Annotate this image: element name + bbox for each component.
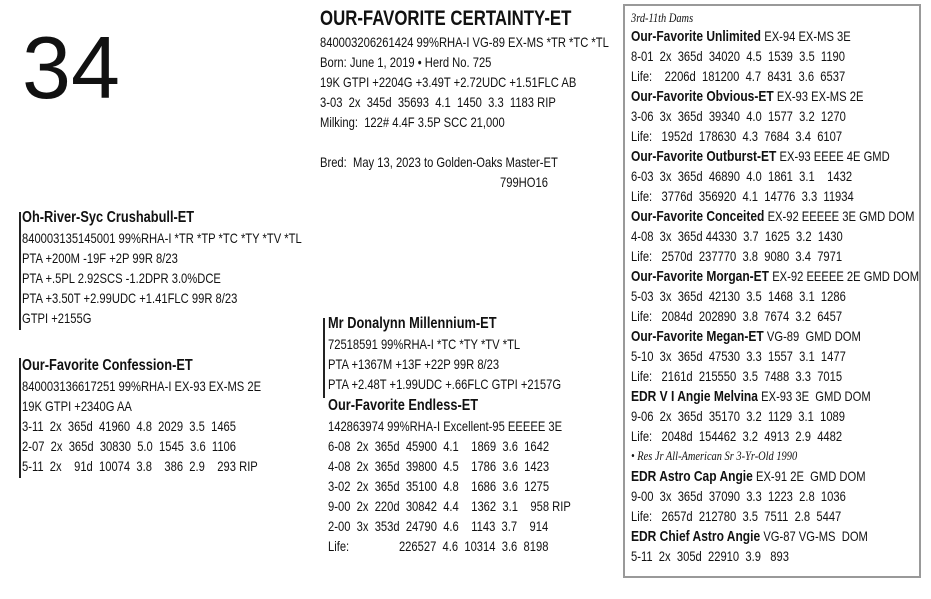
pedigree-bar — [19, 212, 21, 330]
animal-name: Oh-River-Syc Crushabull-ET — [22, 209, 195, 226]
dam-info: EX-94 EX-MS 3E — [764, 28, 851, 44]
dam-info: VG-89 GMD DOM — [766, 328, 861, 344]
info-line: 4-08 2x 365d 39800 4.5 1786 3.6 1423 — [328, 458, 550, 474]
dam-record: 3-06 3x 365d 39340 4.0 1577 3.2 1270 — [631, 108, 846, 124]
lot-number: 34 — [22, 18, 120, 117]
dam-record: 6-03 3x 365d 46890 4.0 1861 3.1 1432 — [631, 168, 853, 184]
info-line: 19K GTPI +2204G +3.49T +2.72UDC +1.51FLC… — [320, 74, 577, 90]
sire: Oh-River-Syc Crushabull-ET 84000313514500… — [22, 208, 302, 328]
dam-record: 8-01 2x 365d 34020 4.5 1539 3.5 1190 — [631, 48, 846, 64]
dam-header: Our-Favorite Outburst-ET EX-93 EEEE 4E GM… — [631, 146, 919, 166]
info-line: 2-07 2x 365d 30830 5.0 1545 3.6 1106 — [22, 438, 237, 454]
dam-info: EX-92 EEEEE 2E GMD DOM — [772, 268, 920, 284]
info-line: Life: 226527 4.6 10314 3.6 8198 — [328, 538, 549, 554]
box-title: 3rd-11th Dams — [631, 10, 694, 25]
info-line: PTA +3.50T +2.99UDC +1.41FLC 99R 8/23 — [22, 290, 238, 306]
dam-name: Our-Favorite Megan-ET — [631, 328, 764, 345]
info-line: 6-08 2x 365d 45900 4.1 1869 3.6 1642 — [328, 438, 550, 454]
animal-name: Mr Donalynn Millennium-ET — [328, 315, 497, 332]
dam-life: Life: 2657d 212780 3.5 7511 2.8 5447 — [631, 508, 842, 524]
animal-name: Our-Favorite Endless-ET — [328, 397, 479, 414]
info-line: 840003206261424 99%RHA-I VG-89 EX-MS *TR… — [320, 34, 609, 50]
info-line: Milking: 122# 4.4F 3.5P SCC 21,000 — [320, 114, 505, 130]
dam-life: Life: 2048d 154462 3.2 4913 2.9 4482 — [631, 428, 843, 444]
dam: Our-Favorite Confession-ET 84000313661725… — [22, 356, 261, 476]
dam-header: EDR Chief Astro Angie VG-87 VG-MS DOM — [631, 526, 919, 546]
dams-list: 3rd-11th Dams Our-Favorite Unlimited EX-94… — [631, 9, 919, 566]
dam-info: EX-93 3E GMD DOM — [761, 388, 871, 404]
animal-name: Our-Favorite Confession-ET — [22, 357, 193, 374]
dam-header: Our-Favorite Unlimited EX-94 EX-MS 3E — [631, 26, 919, 46]
dam-record: 9-06 2x 365d 35170 3.2 1129 3.1 1089 — [631, 408, 846, 424]
dam-info: VG-87 VG-MS DOM — [763, 528, 868, 544]
dam-name: Our-Favorite Morgan-ET — [631, 268, 770, 285]
info-line: GTPI +2155G — [22, 310, 92, 326]
bred-code: 799HO16 — [500, 174, 548, 190]
dam-info: EX-91 2E GMD DOM — [755, 468, 866, 484]
info-line: 9-00 2x 220d 30842 4.4 1362 3.1 958 RIP — [328, 498, 571, 514]
dam-info: EX-92 EEEEE 3E GMD DOM — [767, 208, 915, 224]
info-line: 3-03 2x 345d 35693 4.1 1450 3.3 1183 RIP — [320, 94, 556, 110]
dam-name: EDR Astro Cap Angie — [631, 468, 753, 485]
dam-info: EX-93 EEEE 4E GMD — [779, 148, 890, 164]
dam-record: 5-11 2x 305d 22910 3.9 893 — [631, 548, 789, 564]
info-line: 2-00 3x 353d 24790 4.6 1143 3.7 914 — [328, 518, 549, 534]
dam-life: Life: 2161d 215550 3.5 7488 3.3 7015 — [631, 368, 843, 384]
dam-life: Life: 2084d 202890 3.8 7674 3.2 6457 — [631, 308, 843, 324]
maternal-grandsire: Mr Donalynn Millennium-ET 72518591 99%RHA… — [328, 314, 561, 394]
dam-name: EDR Chief Astro Angie — [631, 528, 761, 545]
info-line: PTA +.5PL 2.92SCS -1.2DPR 3.0%DCE — [22, 270, 221, 286]
info-line: 3-02 2x 365d 35100 4.8 1686 3.6 1275 — [328, 478, 550, 494]
dam-life: Life: 2206d 181200 4.7 8431 3.6 6537 — [631, 68, 846, 84]
pedigree-bar — [323, 318, 325, 398]
dam-life: Life: 2570d 237770 3.8 9080 3.4 7971 — [631, 248, 843, 264]
dam-life: Life: 3776d 356920 4.1 14776 3.3 11934 — [631, 188, 854, 204]
dam-header: Our-Favorite Morgan-ET EX-92 EEEEE 2E GMD… — [631, 266, 919, 286]
bred-line: Bred: May 13, 2023 to Golden-Oaks Master… — [320, 154, 558, 170]
pedigree-bar — [19, 358, 21, 478]
maternal-granddam: Our-Favorite Endless-ET 142863974 99%RHA-… — [328, 396, 571, 556]
dam-name: Our-Favorite Obvious-ET — [631, 88, 774, 105]
dam-note: • Res Jr All-American Sr 3-Yr-Old 1990 — [631, 448, 798, 463]
dam-record: 5-03 3x 365d 42130 3.5 1468 3.1 1286 — [631, 288, 846, 304]
info-line: PTA +1367M +13F +22P 99R 8/23 — [328, 356, 500, 372]
dam-header: Our-Favorite Conceited EX-92 EEEEE 3E GMD… — [631, 206, 919, 226]
dam-record: 9-00 3x 365d 37090 3.3 1223 2.8 1036 — [631, 488, 846, 504]
dam-name: Our-Favorite Outburst-ET — [631, 148, 777, 165]
dam-header: EDR Astro Cap Angie EX-91 2E GMD DOM — [631, 466, 919, 486]
dams-box: 3rd-11th Dams Our-Favorite Unlimited EX-94… — [623, 4, 921, 578]
dam-name: Our-Favorite Conceited — [631, 208, 765, 225]
dam-record: 5-10 3x 365d 47530 3.3 1557 3.1 1477 — [631, 348, 846, 364]
animal-name: OUR-FAVORITE CERTAINTY-ET — [320, 7, 572, 30]
dam-header: Our-Favorite Obvious-ET EX-93 EX-MS 2E — [631, 86, 919, 106]
dam-record: 4-08 3x 365d 44330 3.7 1625 3.2 1430 — [631, 228, 843, 244]
info-line: PTA +200M -19F +2P 99R 8/23 — [22, 250, 178, 266]
info-line: 840003135145001 99%RHA-I *TR *TP *TC *TY… — [22, 230, 302, 246]
dam-name: Our-Favorite Unlimited — [631, 28, 762, 45]
info-line: 5-11 2x 91d 10074 3.8 386 2.9 293 RIP — [22, 458, 258, 474]
dam-name: EDR V I Angie Melvina — [631, 388, 758, 405]
info-line: PTA +2.48T +1.99UDC +.66FLC GTPI +2157G — [328, 376, 562, 392]
info-line: 72518591 99%RHA-I *TC *TY *TV *TL — [328, 336, 521, 352]
dam-header: EDR V I Angie Melvina EX-93 3E GMD DOM — [631, 386, 919, 406]
dam-header: Our-Favorite Megan-ET VG-89 GMD DOM — [631, 326, 919, 346]
spacer — [320, 132, 609, 152]
info-line: 840003136617251 99%RHA-I EX-93 EX-MS 2E — [22, 378, 262, 394]
dam-info: EX-93 EX-MS 2E — [776, 88, 864, 104]
info-line: 3-11 2x 365d 41960 4.8 2029 3.5 1465 — [22, 418, 237, 434]
info-line: 142863974 99%RHA-I Excellent-95 EEEEE 3E — [328, 418, 563, 434]
info-line: Born: June 1, 2019 • Herd No. 725 — [320, 54, 492, 70]
info-line: 19K GTPI +2340G AA — [22, 398, 132, 414]
main: OUR-FAVORITE CERTAINTY-ET 840003206261424… — [320, 6, 609, 192]
dam-life: Life: 1952d 178630 4.3 7684 3.4 6107 — [631, 128, 843, 144]
